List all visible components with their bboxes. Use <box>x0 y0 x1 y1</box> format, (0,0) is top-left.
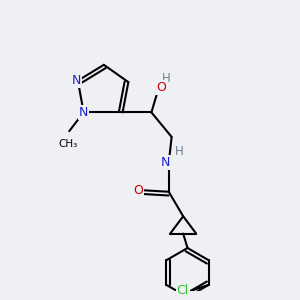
Text: O: O <box>156 81 166 94</box>
Text: N: N <box>72 74 81 87</box>
Text: O: O <box>134 184 143 197</box>
Text: Cl: Cl <box>177 284 189 297</box>
Text: N: N <box>79 106 88 119</box>
Text: H: H <box>161 72 170 85</box>
Text: H: H <box>175 146 183 158</box>
Text: N: N <box>161 156 171 170</box>
Text: CH₃: CH₃ <box>58 139 77 149</box>
